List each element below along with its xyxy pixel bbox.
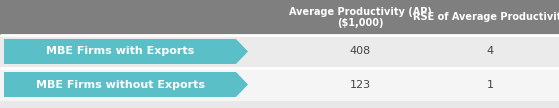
Text: RSE of Average Productivity: RSE of Average Productivity <box>413 13 559 22</box>
Text: 408: 408 <box>349 47 371 56</box>
Text: 1: 1 <box>486 79 494 90</box>
Bar <box>0 0 559 35</box>
Text: MBE Firms with Exports: MBE Firms with Exports <box>46 47 194 56</box>
Text: Average Productivity (AP)
($1,000): Average Productivity (AP) ($1,000) <box>288 7 432 28</box>
Text: 123: 123 <box>349 79 371 90</box>
Bar <box>0 68 559 101</box>
Text: MBE Firms without Exports: MBE Firms without Exports <box>36 79 205 90</box>
Polygon shape <box>4 72 248 97</box>
Text: 4: 4 <box>486 47 494 56</box>
Polygon shape <box>4 39 248 64</box>
Bar <box>0 35 559 68</box>
